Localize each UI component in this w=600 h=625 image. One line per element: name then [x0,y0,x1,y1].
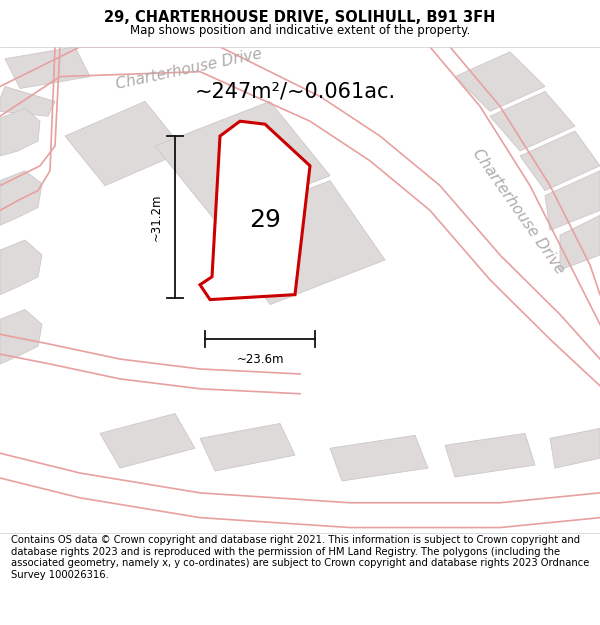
Text: Map shows position and indicative extent of the property.: Map shows position and indicative extent… [130,24,470,36]
Polygon shape [5,47,90,89]
Text: ~31.2m: ~31.2m [150,193,163,241]
Polygon shape [200,121,310,299]
Polygon shape [100,414,195,468]
Polygon shape [455,52,545,111]
Text: Contains OS data © Crown copyright and database right 2021. This information is : Contains OS data © Crown copyright and d… [11,535,589,580]
Polygon shape [0,171,42,225]
Text: ~247m²/~0.061ac.: ~247m²/~0.061ac. [194,81,395,101]
Polygon shape [215,181,385,304]
Polygon shape [330,436,428,481]
Polygon shape [155,101,330,220]
Polygon shape [520,131,600,191]
Text: Charterhouse Drive: Charterhouse Drive [115,46,264,91]
Polygon shape [65,101,185,186]
Text: Charterhouse Drive: Charterhouse Drive [470,146,568,277]
Text: 29, CHARTERHOUSE DRIVE, SOLIHULL, B91 3FH: 29, CHARTERHOUSE DRIVE, SOLIHULL, B91 3F… [104,10,496,25]
Polygon shape [0,309,42,364]
Polygon shape [0,108,40,156]
Polygon shape [490,91,575,151]
Text: ~23.6m: ~23.6m [236,353,284,366]
Polygon shape [0,240,42,294]
Polygon shape [560,216,600,270]
Polygon shape [200,424,295,471]
Text: 29: 29 [249,208,281,232]
Polygon shape [545,171,600,230]
Polygon shape [550,429,600,468]
Polygon shape [445,433,535,477]
Polygon shape [0,86,55,116]
